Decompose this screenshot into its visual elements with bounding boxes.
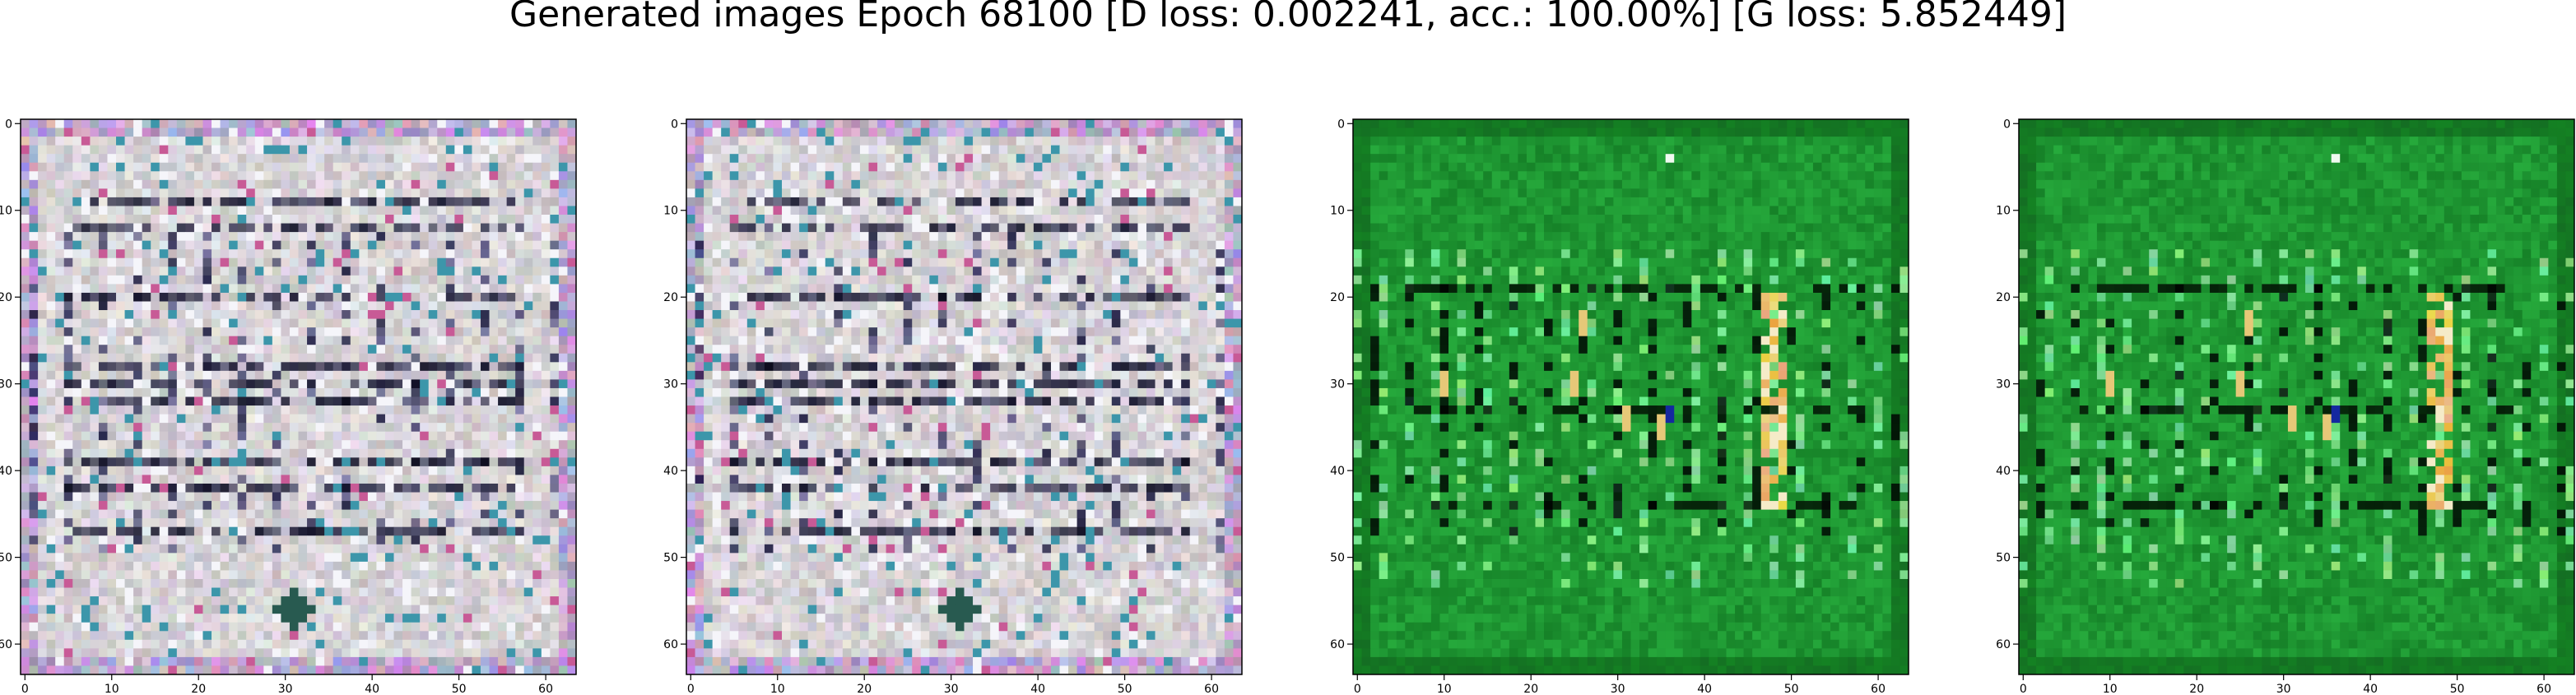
y-tick-label: 20 [663,291,678,304]
image-pixels [21,119,577,675]
x-tick-label: 20 [1523,683,1538,695]
x-tick-label: 30 [278,683,293,695]
axes-frame [2018,118,2575,675]
x-tick-label: 50 [1118,683,1132,695]
y-tick-label: 0 [1337,118,1345,131]
image-pixels [2019,119,2575,675]
y-tick-label: 40 [1330,465,1345,478]
generated-image-4: 0 10 20 30 40 50 60 0 10 20 30 40 50 60 [1996,118,2575,695]
y-tick-label: 60 [1996,638,2011,651]
x-tick-label: 20 [2189,683,2204,695]
y-tick-label: 10 [0,205,12,218]
x-tick-label: 0 [21,683,29,695]
y-tick-label: 20 [1996,291,2011,304]
x-tick-label: 60 [1204,683,1219,695]
y-tick-label: 30 [663,378,678,392]
figure-title: Generated images Epoch 68100 [D loss: 0.… [509,0,2067,35]
generated-image-1: 0 10 20 30 40 50 60 0 10 20 30 40 50 60 [0,118,577,695]
y-tick-label: 40 [0,465,12,478]
y-tick-label: 40 [1996,465,2011,478]
x-tick-label: 30 [2276,683,2291,695]
x-tick-label: 40 [2363,683,2378,695]
x-tick-label: 0 [2020,683,2027,695]
x-tick-label: 60 [1871,683,1886,695]
y-tick-label: 50 [1330,552,1345,565]
axes-frame [20,118,577,675]
x-tick-label: 0 [1354,683,1361,695]
y-tick-label: 30 [1996,378,2011,392]
y-tick-label: 60 [0,638,12,651]
x-tick-label: 30 [1611,683,1625,695]
x-tick-label: 40 [1697,683,1712,695]
x-tick-label: 50 [1784,683,1799,695]
x-tick-label: 10 [770,683,785,695]
x-tick-label: 20 [857,683,872,695]
y-tick-label: 10 [663,205,678,218]
image-pixels [1353,119,1909,675]
axes-frame [1352,118,1909,675]
x-tick-label: 50 [2450,683,2465,695]
x-tick-label: 40 [365,683,379,695]
y-tick-label: 20 [0,291,12,304]
axes-frame [686,118,1243,675]
y-tick-label: 10 [1330,205,1345,218]
y-tick-label: 20 [1330,291,1345,304]
x-tick-label: 10 [105,683,119,695]
y-tick-label: 60 [1330,638,1345,651]
x-tick-label: 10 [1437,683,1452,695]
x-tick-label: 60 [538,683,553,695]
y-tick-label: 50 [0,552,12,565]
y-tick-label: 30 [0,378,12,392]
generated-image-2: 0 10 20 30 40 50 60 0 10 20 30 40 50 60 [663,118,1243,695]
y-tick-label: 0 [2003,118,2011,131]
y-tick-label: 60 [663,638,678,651]
y-tick-label: 10 [1996,205,2011,218]
y-tick-label: 30 [1330,378,1345,392]
y-tick-label: 50 [1996,552,2011,565]
x-tick-label: 60 [2536,683,2551,695]
y-tick-label: 50 [663,552,678,565]
y-tick-label: 0 [5,118,12,131]
y-tick-label: 0 [671,118,678,131]
x-tick-label: 20 [191,683,206,695]
y-tick-label: 40 [663,465,678,478]
x-tick-label: 30 [944,683,959,695]
x-tick-label: 50 [452,683,467,695]
generated-image-3: 0 10 20 30 40 50 60 0 10 20 30 40 50 60 [1330,118,1909,695]
x-tick-label: 10 [2103,683,2118,695]
image-pixels [686,119,1243,675]
x-tick-label: 0 [687,683,695,695]
x-tick-label: 40 [1030,683,1045,695]
